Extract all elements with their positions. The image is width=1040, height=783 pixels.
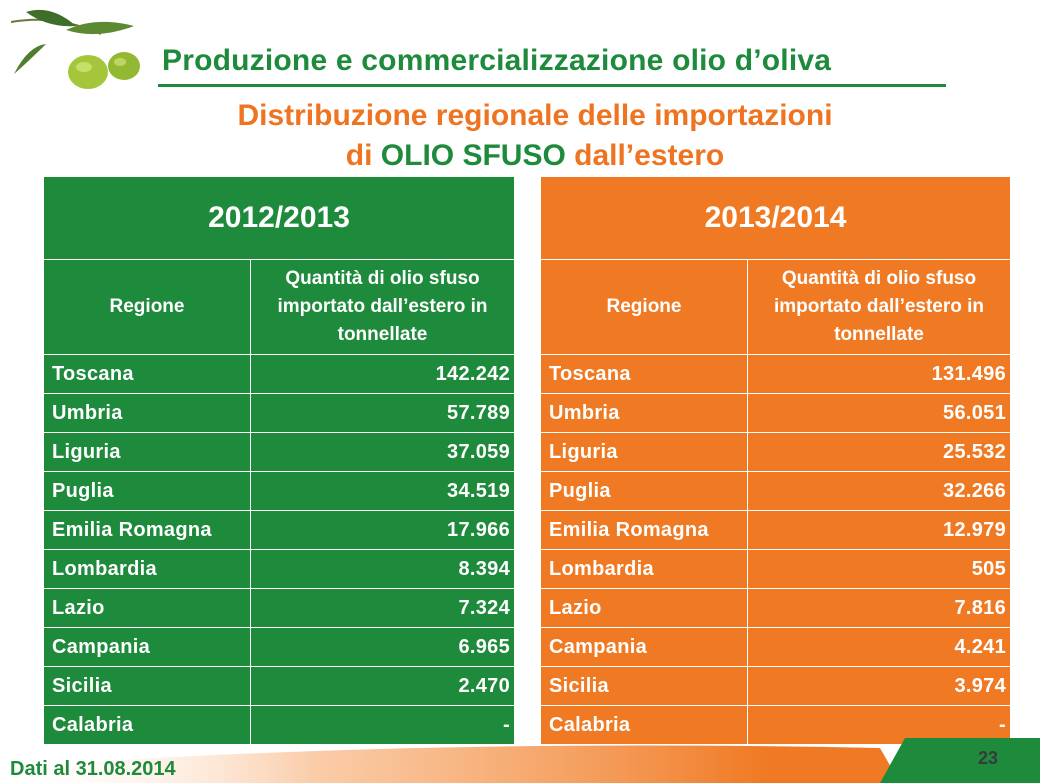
subtitle-line-1: Distribuzione regionale delle importazio… [237,99,833,132]
quantity-cell: 57.789 [250,393,515,433]
table-row: Liguria 25.532 [540,432,1011,472]
table-row: Lazio 7.324 [43,588,515,628]
quantity-cell: 4.241 [747,627,1011,667]
region-cell: Puglia [540,471,748,511]
column-header-quantity: Quantità di olio sfuso importato dall’es… [250,259,515,355]
quantity-cell: 25.532 [747,432,1011,472]
subtitle-prefix: di [345,139,381,172]
olive-branch-logo [10,9,140,89]
region-cell: Sicilia [540,666,748,706]
subtitle-highlight: OLIO SFUSO [380,139,566,172]
column-header-region: Regione [43,259,251,355]
region-cell: Puglia [43,471,251,511]
region-cell: Umbria [540,393,748,433]
quantity-cell: 8.394 [250,549,515,589]
table-row: Toscana 142.242 [43,354,515,394]
region-cell: Toscana [43,354,251,394]
table-row: Liguria 37.059 [43,432,515,472]
table-row: Umbria 57.789 [43,393,515,433]
table-year-row: 2013/2014 [540,176,1011,260]
quantity-cell: 17.966 [250,510,515,550]
table-row: Sicilia 3.974 [540,666,1011,706]
table-year: 2013/2014 [540,176,1011,260]
region-cell: Campania [540,627,748,667]
region-cell: Liguria [43,432,251,472]
subtitle-suffix: dall’estero [565,139,725,172]
subtitle-line-2: di OLIO SFUSO dall’estero [140,136,930,176]
quantity-cell: 37.059 [250,432,515,472]
table-row: Lombardia 505 [540,549,1011,589]
table-row: Sicilia 2.470 [43,666,515,706]
region-cell: Lazio [43,588,251,628]
column-header-quantity: Quantità di olio sfuso importato dall’es… [747,259,1011,355]
table-row: Puglia 34.519 [43,471,515,511]
region-cell: Lombardia [43,549,251,589]
quantity-cell: 56.051 [747,393,1011,433]
footer-band [0,738,1040,783]
quantity-cell: 7.324 [250,588,515,628]
region-cell: Lazio [540,588,748,628]
region-cell: Umbria [43,393,251,433]
quantity-cell: 6.965 [250,627,515,667]
table-row: Campania 4.241 [540,627,1011,667]
table-header-row: Regione Quantità di olio sfuso importato… [540,259,1011,355]
table-row: Puglia 32.266 [540,471,1011,511]
page-title: Produzione e commercializzazione olio d’… [162,44,832,77]
table-row: Lazio 7.816 [540,588,1011,628]
table-row: Calabria - [43,705,515,745]
quantity-cell: 12.979 [747,510,1011,550]
table-row: Umbria 56.051 [540,393,1011,433]
slide-number: 23 [978,748,999,768]
column-header-region: Regione [540,259,748,355]
footer-date: Dati al 31.08.2014 [10,758,176,780]
quantity-cell: 7.816 [747,588,1011,628]
quantity-cell: 3.974 [747,666,1011,706]
table-row: Toscana 131.496 [540,354,1011,394]
quantity-cell: 142.242 [250,354,515,394]
table-row: Calabria - [540,705,1011,745]
table-2012-2013: 2012/2013 Regione Quantità di olio sfuso… [43,176,515,745]
region-cell: Emilia Romagna [540,510,748,550]
table-year-row: 2012/2013 [43,176,515,260]
region-cell: Sicilia [43,666,251,706]
region-cell: Calabria [43,705,251,745]
subtitle: Distribuzione regionale delle importazio… [140,96,930,176]
title-divider [158,84,946,87]
table-2013-2014: 2013/2014 Regione Quantità di olio sfuso… [540,176,1011,745]
table-year: 2012/2013 [43,176,515,260]
region-cell: Liguria [540,432,748,472]
quantity-cell: 32.266 [747,471,1011,511]
region-cell: Emilia Romagna [43,510,251,550]
quantity-cell: 34.519 [250,471,515,511]
region-cell: Toscana [540,354,748,394]
quantity-cell: 2.470 [250,666,515,706]
quantity-cell: 131.496 [747,354,1011,394]
table-row: Campania 6.965 [43,627,515,667]
region-cell: Campania [43,627,251,667]
table-row: Emilia Romagna 17.966 [43,510,515,550]
quantity-cell: 505 [747,549,1011,589]
table-row: Lombardia 8.394 [43,549,515,589]
quantity-cell: - [250,705,515,745]
table-header-row: Regione Quantità di olio sfuso importato… [43,259,515,355]
table-row: Emilia Romagna 12.979 [540,510,1011,550]
region-cell: Lombardia [540,549,748,589]
